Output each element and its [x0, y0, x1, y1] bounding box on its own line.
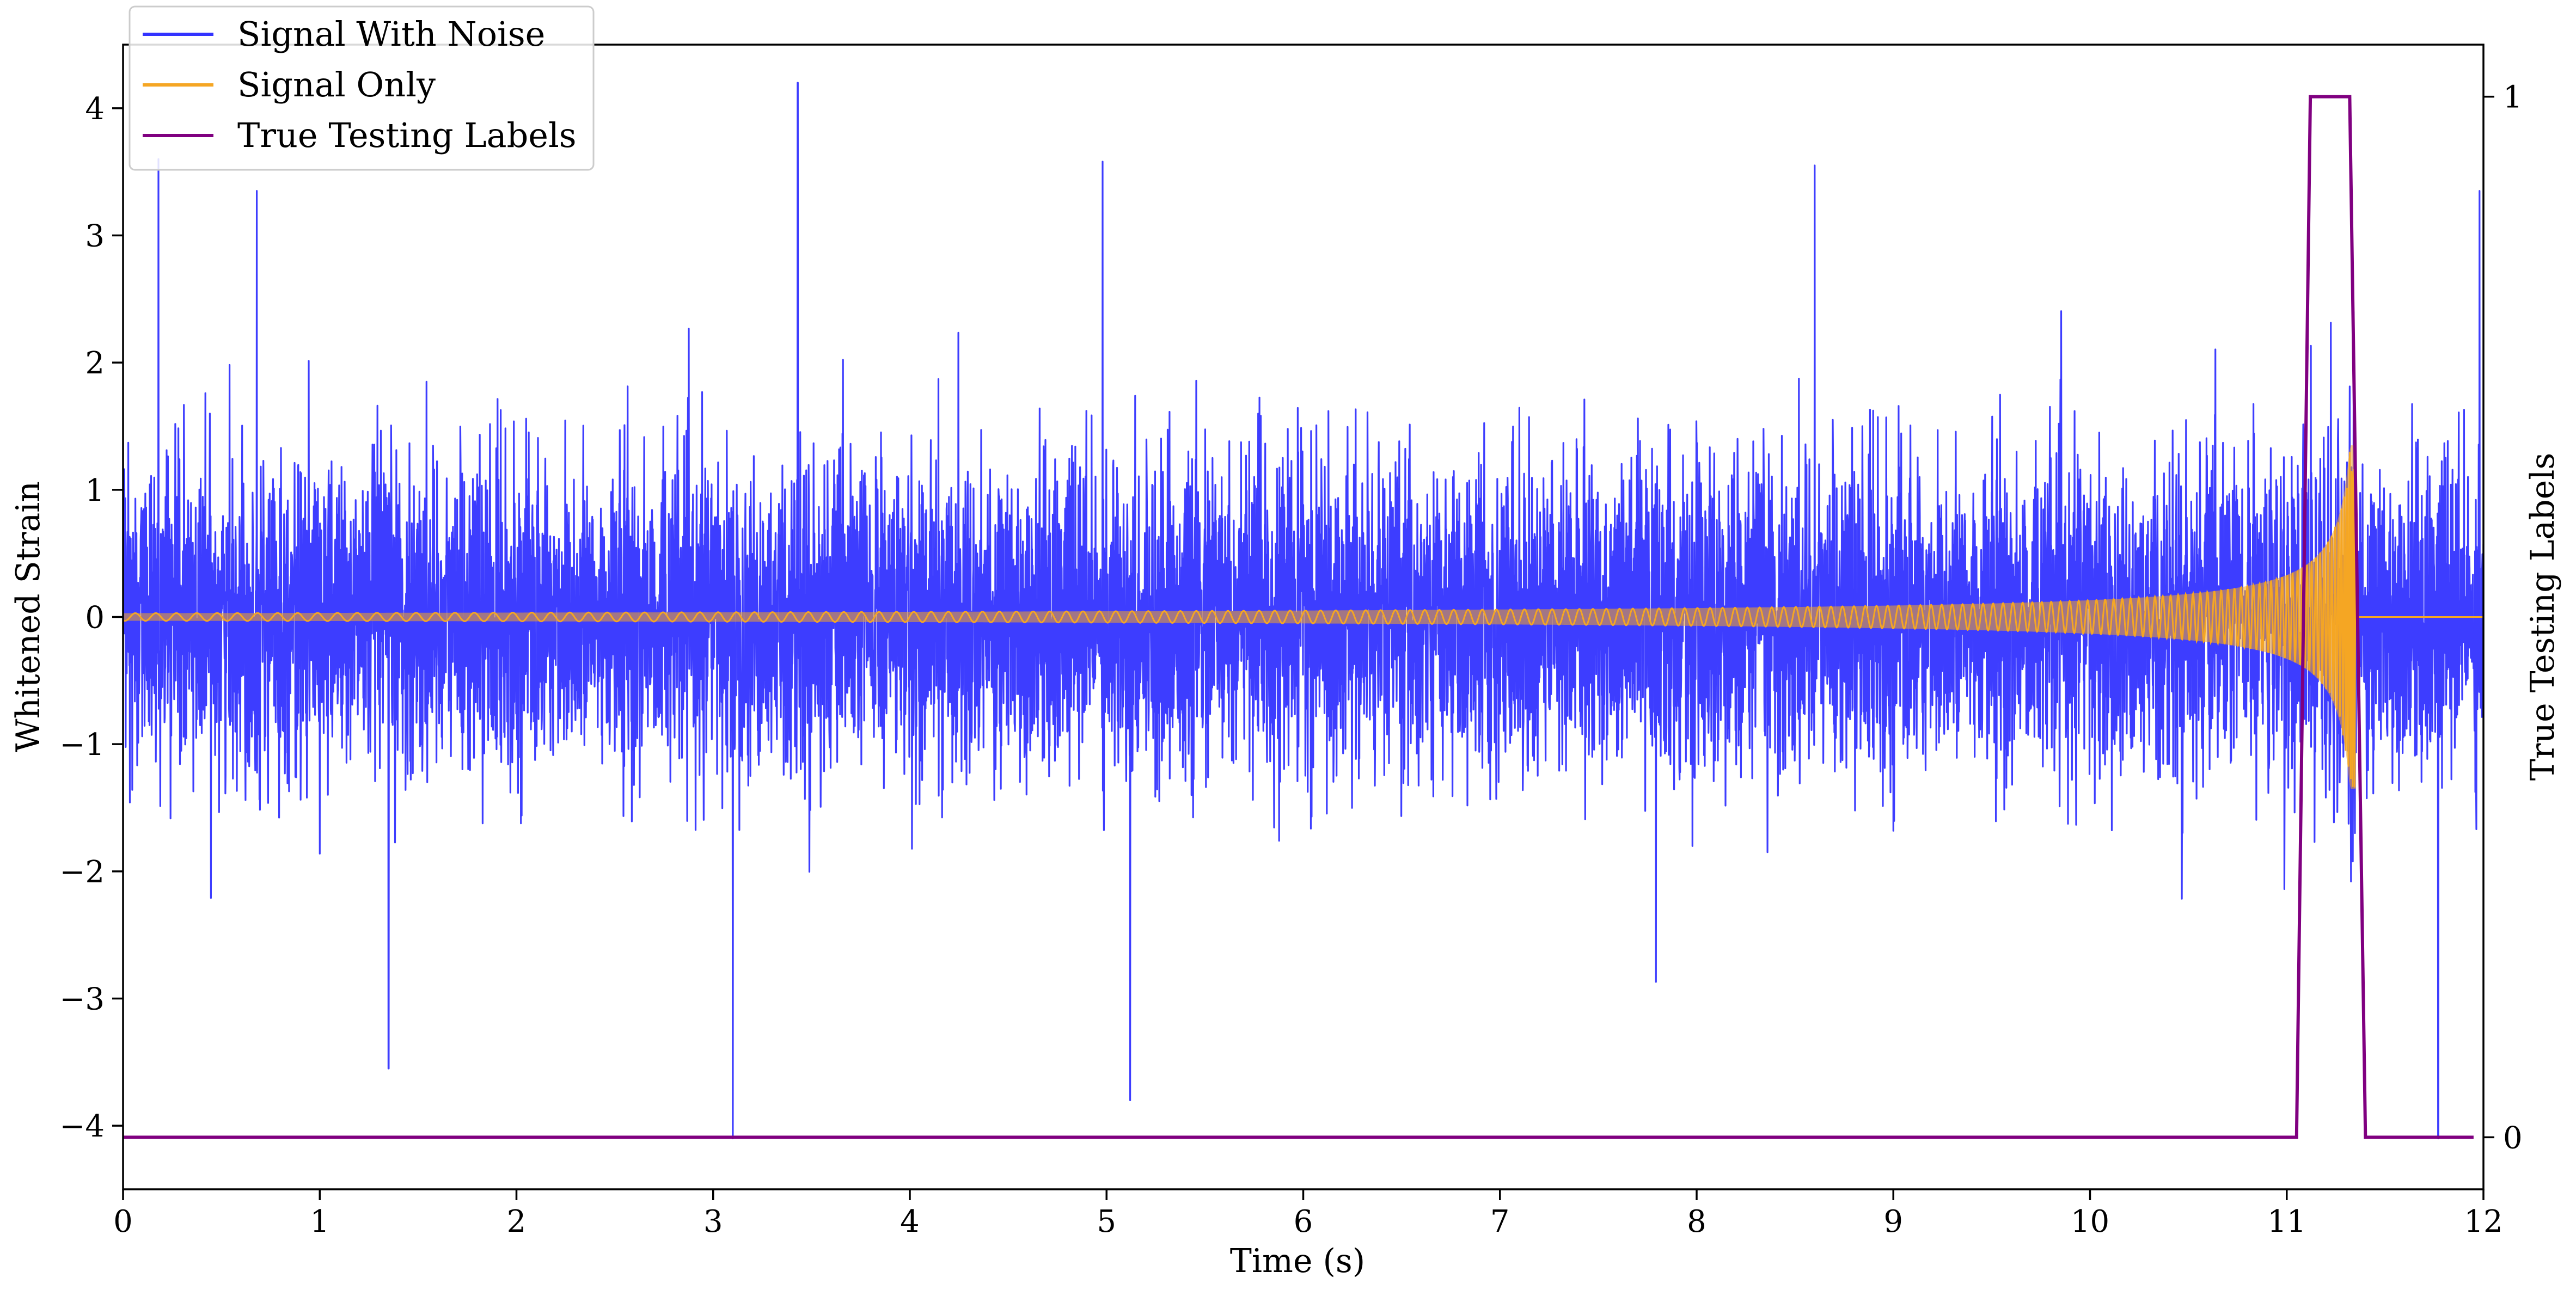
y-tick-label: 4: [85, 91, 105, 127]
y-axis-left: −4 −3 −2 −1 0 1 2 3 4: [59, 91, 123, 1144]
y-tick-label: 2: [85, 346, 105, 381]
series-signal-with-noise-line: [123, 82, 2483, 1140]
x-tick-label: 2: [507, 1204, 527, 1239]
y-tick-label: 3: [85, 219, 105, 254]
y-tick-label: 1: [85, 473, 105, 508]
x-tick-label: 7: [1490, 1204, 1510, 1239]
y-axis-title: Whitened Strain: [9, 481, 47, 752]
legend: Signal With Noise Signal Only True Testi…: [129, 5, 595, 171]
x-tick-label: 9: [1883, 1204, 1903, 1239]
x-tick-label: 1: [310, 1204, 329, 1239]
series-signal-only-line: [123, 446, 2483, 788]
series-true-testing-labels-line: [123, 95, 2474, 1139]
x-axis: 0 1 2 3 4 5 6 7 8 9 10 11 12: [113, 1189, 2503, 1239]
y2-axis-title: True Testing Labels: [2524, 453, 2562, 781]
y-tick-label: −4: [59, 1109, 105, 1144]
x-tick-label: 4: [900, 1204, 920, 1239]
plot-area: [123, 82, 2483, 1140]
x-tick-label: 8: [1687, 1204, 1706, 1239]
legend-frame: [129, 5, 595, 171]
legend-label-true-testing-labels: True Testing Labels: [237, 115, 577, 155]
y2-tick-label: 0: [2503, 1120, 2523, 1156]
x-tick-label: 5: [1097, 1204, 1116, 1239]
legend-label-signal-with-noise: Signal With Noise: [237, 14, 545, 54]
x-tick-label: 0: [113, 1204, 133, 1239]
y-tick-label: −2: [59, 855, 105, 890]
y-tick-label: −3: [59, 982, 105, 1017]
y-tick-label: −1: [59, 727, 105, 763]
x-axis-title: Time (s): [1230, 1242, 1365, 1280]
y2-tick-label: 1: [2503, 80, 2523, 115]
x-tick-label: 11: [2267, 1204, 2306, 1239]
y-axis-right: 01: [2483, 80, 2523, 1156]
y-tick-label: 0: [85, 600, 105, 636]
x-tick-label: 6: [1294, 1204, 1313, 1239]
x-tick-label: 12: [2464, 1204, 2502, 1239]
legend-label-signal-only: Signal Only: [237, 65, 436, 105]
x-tick-label: 10: [2071, 1204, 2109, 1239]
x-tick-label: 3: [703, 1204, 723, 1239]
